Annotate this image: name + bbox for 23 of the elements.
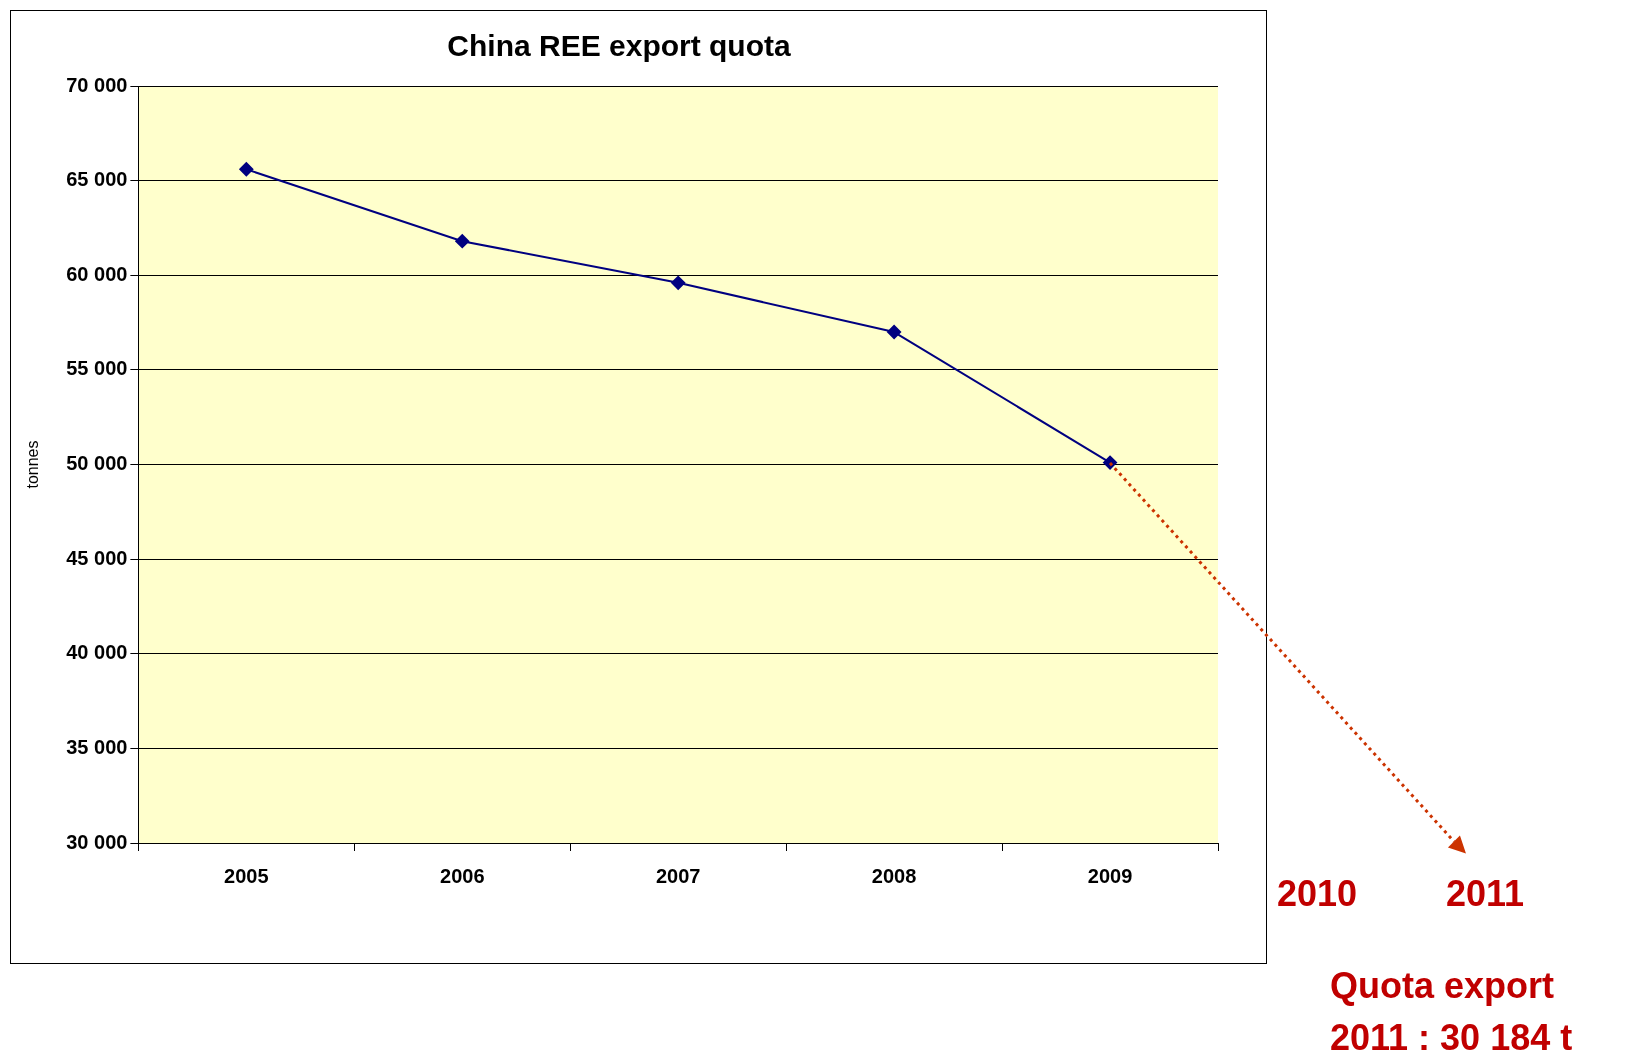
y-tick-label: 50 000 bbox=[66, 452, 128, 475]
text: 2011 bbox=[1444, 872, 1526, 916]
x-tick-label: 2009 bbox=[1087, 864, 1133, 887]
point bbox=[455, 234, 470, 249]
x-tick-label: 2007 bbox=[655, 864, 701, 887]
text: Quota export 2011 : 30 184 t bbox=[1330, 964, 1574, 1060]
point bbox=[239, 162, 254, 177]
text: 2010 bbox=[1275, 872, 1359, 916]
y-tick-label: 45 000 bbox=[66, 546, 128, 569]
y-tick-label: 40 000 bbox=[66, 641, 128, 664]
y-tick-label: 65 000 bbox=[66, 168, 128, 191]
y-axis-title: tonnes bbox=[24, 440, 42, 489]
y-tick-label: 70 000 bbox=[66, 73, 128, 96]
chart-title: China REE export quota bbox=[447, 29, 791, 63]
y-tick-label: 55 000 bbox=[66, 357, 128, 380]
y-tick-label: 60 000 bbox=[66, 262, 128, 285]
y-tick-label: 35 000 bbox=[66, 735, 128, 758]
x-tick-label: 2005 bbox=[224, 864, 269, 887]
y-tick-label: 30 000 bbox=[66, 830, 128, 853]
x-tick-label: 2008 bbox=[871, 864, 917, 887]
x-tick-label: 2006 bbox=[440, 864, 485, 887]
point bbox=[671, 275, 686, 290]
point bbox=[887, 325, 902, 340]
